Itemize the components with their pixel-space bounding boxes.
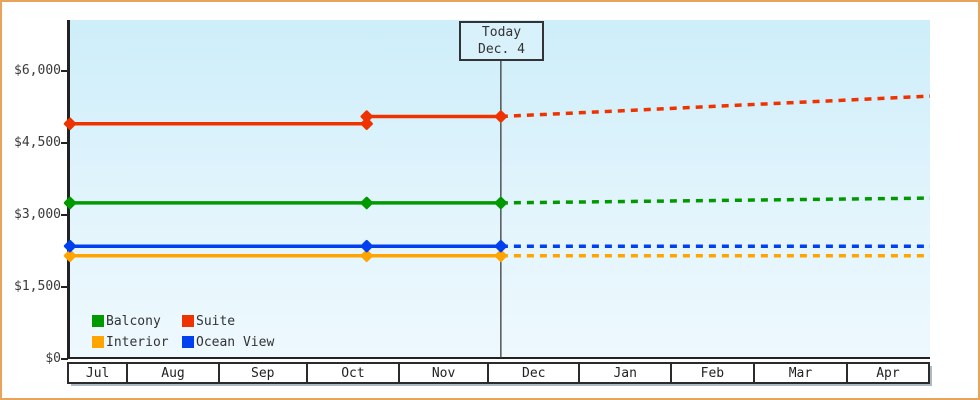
y-tick-mark [61, 69, 68, 72]
y-tick-label: $0 [45, 351, 61, 366]
y-tick-label: $6,000 [14, 62, 61, 78]
legend-item-interior: Interior [92, 332, 182, 352]
today-annotation-line1: Today [481, 25, 522, 40]
month-cell-nov: Nov [400, 364, 490, 382]
legend-label: Suite [196, 313, 236, 329]
today-annotation-line2: Dec. 4 [478, 42, 525, 57]
legend-label: Balcony [106, 313, 161, 329]
legend-item-suite: Suite [182, 311, 274, 331]
month-cell-jul: Jul [69, 364, 129, 382]
month-cell-feb: Feb [672, 364, 755, 382]
y-tick-mark [61, 213, 68, 216]
legend-item-ocean-view: Ocean View [182, 332, 274, 352]
legend-swatch-icon [182, 315, 194, 327]
month-cell-aug: Aug [128, 364, 220, 382]
month-cell-mar: Mar [755, 364, 849, 382]
plot-area [70, 20, 930, 359]
legend-swatch-icon [182, 336, 194, 348]
legend-label: Ocean View [196, 334, 275, 350]
y-tick-label: $1,500 [14, 278, 61, 294]
month-cell-apr: Apr [876, 365, 900, 381]
y-tick-mark [61, 358, 68, 360]
chart-legend: Balcony Suite Interior Ocean View [92, 311, 274, 352]
legend-label: Interior [106, 334, 169, 350]
y-tick-mark [61, 285, 68, 288]
month-cell-dec: Dec [489, 364, 581, 382]
legend-item-balcony: Balcony [92, 311, 182, 331]
y-tick-label: $3,000 [14, 206, 61, 222]
x-axis-month-row: Jul Aug Sep Oct Nov Dec Jan Feb Mar Apr [67, 362, 930, 384]
legend-swatch-icon [92, 336, 104, 348]
month-cell-sep: Sep [220, 364, 308, 382]
month-cell-oct: Oct [308, 364, 401, 382]
legend-swatch-icon [92, 315, 104, 327]
x-axis-line [67, 357, 930, 359]
y-axis-line [67, 20, 70, 359]
y-tick-mark [61, 141, 68, 144]
y-tick-label: $4,500 [14, 134, 61, 150]
month-cell-jan: Jan [580, 364, 672, 382]
today-annotation-box: Today Dec. 4 [459, 21, 544, 61]
